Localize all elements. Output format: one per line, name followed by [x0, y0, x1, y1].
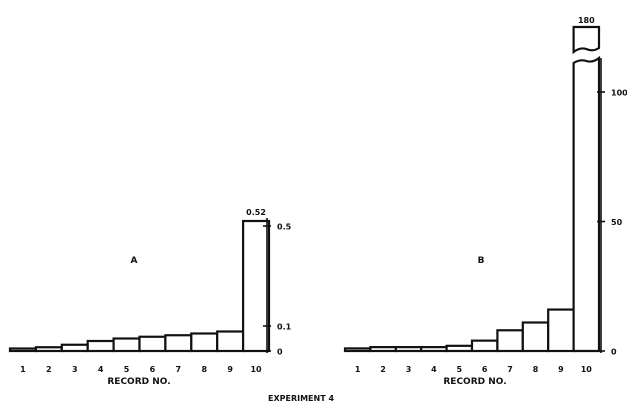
panel-b-bar-annotation: 180	[578, 16, 595, 25]
panel-b-label: B	[478, 256, 485, 266]
panel-b-bar-break-top	[572, 25, 601, 55]
panel-a-x-tick-label: 5	[124, 365, 130, 374]
panel-a-bar	[86, 339, 115, 353]
figure-caption: EXPERIMENT 4	[268, 394, 334, 403]
panel-b-x-tick-label: 3	[406, 365, 412, 374]
panel-b-bar	[420, 346, 448, 353]
panel-b-x-tick-label: 2	[380, 365, 386, 374]
panel-b-y-tick-label: 50	[611, 218, 623, 227]
panel-a-x-tick-label: 4	[98, 365, 104, 374]
panel-a-bar	[164, 334, 193, 353]
panel-b-bar	[496, 329, 524, 353]
panel-a-y-tick-label: 0	[277, 348, 283, 357]
panel-a-bar	[8, 347, 37, 353]
panel-b-x-tick-label: 5	[457, 365, 463, 374]
panel-a-bar	[112, 337, 141, 353]
panel-a-bar	[242, 219, 271, 353]
panel-a-bar-annotation: 0.52	[246, 208, 266, 217]
panel-a-bar	[216, 330, 245, 353]
panel-b-x-tick-label: 10	[581, 365, 593, 374]
panel-a-x-tick-label: 3	[72, 365, 78, 374]
panel-b-x-axis-title: RECORD NO.	[443, 377, 506, 387]
panel-a-bar	[34, 346, 63, 353]
panel-b-bar	[572, 55, 601, 353]
panel-b-bar	[470, 339, 499, 353]
panel-b-bar	[521, 321, 550, 353]
panel-b-x-tick-label: 8	[533, 365, 539, 374]
panel-a-x-tick-label: 7	[176, 365, 182, 374]
panel-b-bar	[394, 346, 423, 353]
panel-b-bar	[445, 344, 474, 353]
panel-b-y-tick-label: 100	[611, 89, 627, 98]
panel-b-chart: 0 50 100 1 2 3 4 5 6 7 8 9 10 RECORD NO. B 180	[343, 16, 627, 387]
panel-b-y-tick-label: 0	[611, 348, 617, 357]
panel-b-x-tick-label: 1	[355, 365, 361, 374]
panel-a-x-tick-label: 10	[250, 365, 262, 374]
panel-a-y-tick-label: 0.1	[277, 323, 292, 332]
panel-a-bar	[190, 332, 219, 353]
panel-a-x-tick-label: 9	[227, 365, 233, 374]
panel-a-x-tick-label: 1	[20, 365, 26, 374]
panel-a-x-axis-title: RECORD NO.	[107, 377, 170, 387]
panel-a-label: A	[131, 256, 138, 266]
panel-a-x-tick-label: 8	[201, 365, 207, 374]
panel-b-x-tick-label: 4	[431, 365, 437, 374]
panel-a-bar	[60, 343, 89, 353]
panel-a-x-tick-label: 2	[46, 365, 52, 374]
panel-a-chart: 0 0.1 0.5 1 2 3 4 5 6 7 8 9 10 RECORD NO. A 0.52	[8, 208, 292, 387]
panel-b-x-tick-label: 9	[558, 365, 564, 374]
panel-b-x-tick-label: 7	[507, 365, 513, 374]
panel-b-bar	[369, 346, 397, 353]
panel-b-bar	[547, 308, 575, 353]
panel-b-bar	[343, 347, 372, 353]
panel-a-y-tick-label: 0.5	[277, 223, 292, 232]
panel-a-x-tick-label: 6	[150, 365, 156, 374]
panel-a-bar	[138, 335, 167, 353]
panel-b-x-tick-label: 6	[482, 365, 488, 374]
